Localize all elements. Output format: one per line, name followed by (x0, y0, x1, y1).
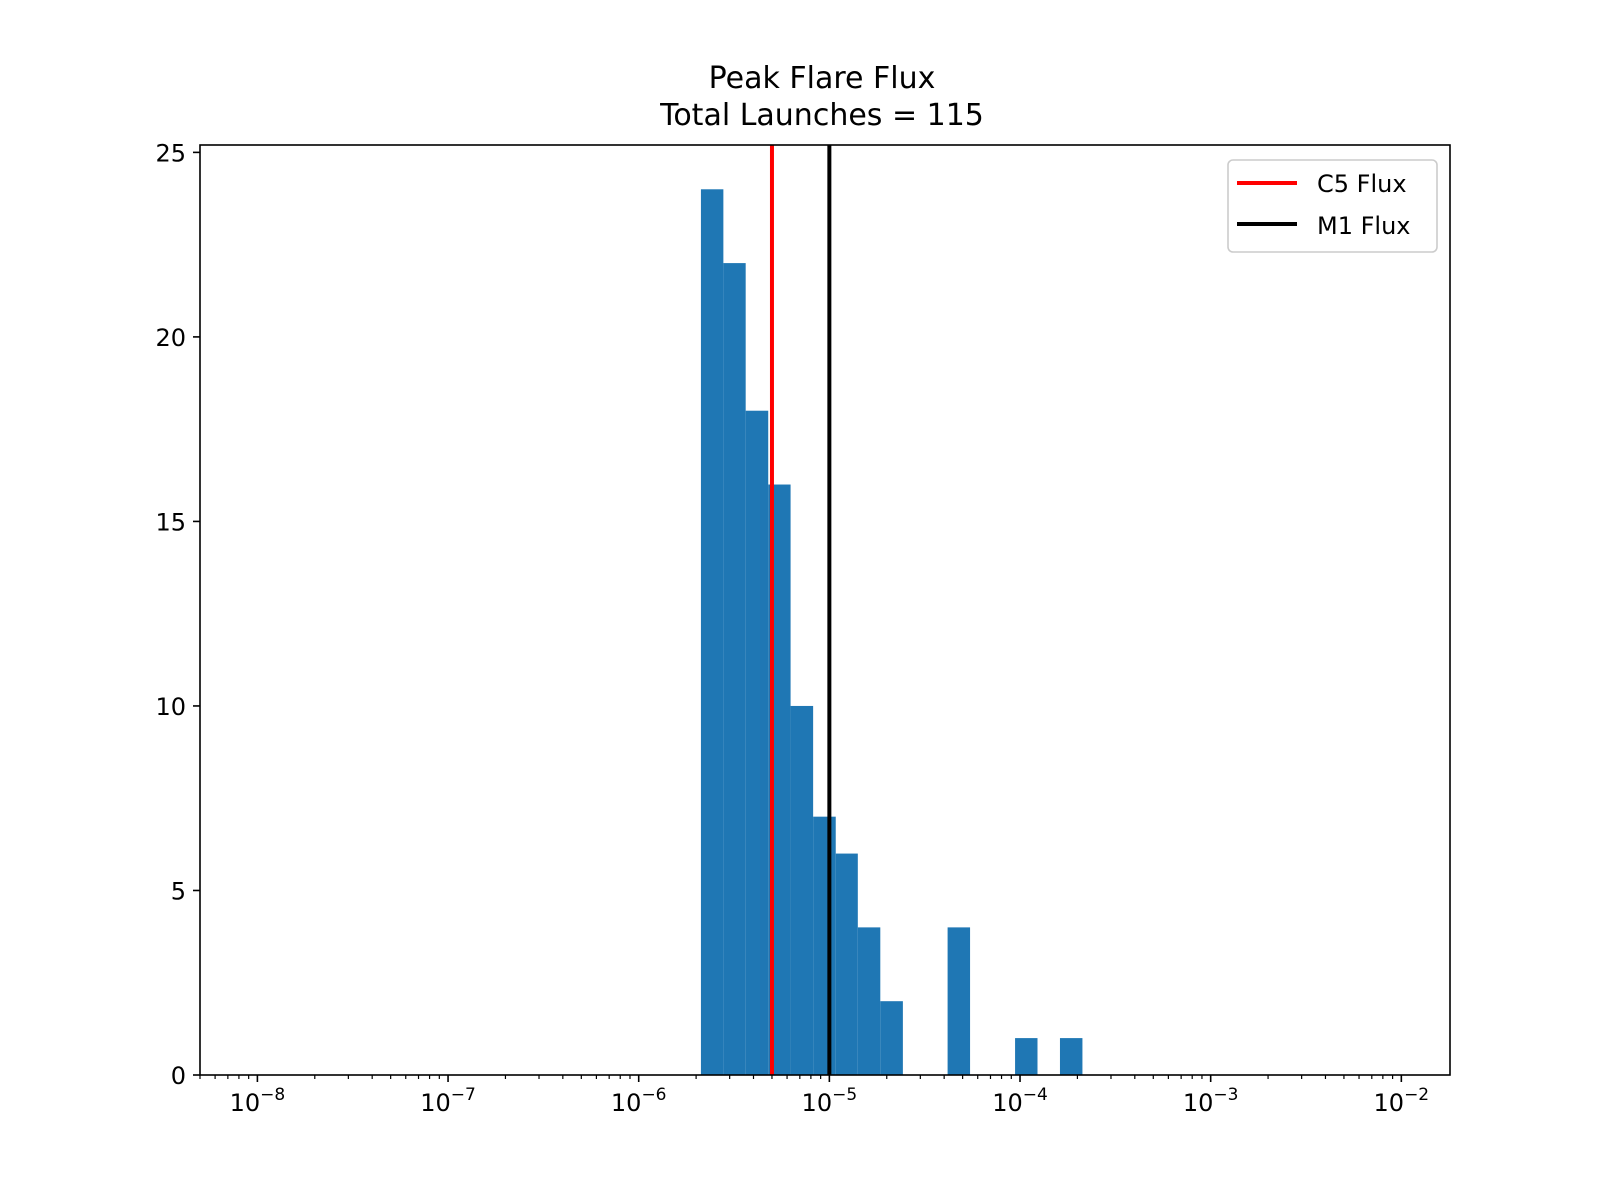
histogram-bar-14 (1015, 1038, 1038, 1075)
histogram-bar-7 (857, 927, 881, 1075)
x-tick-label: 10−3 (1183, 1085, 1239, 1117)
histogram-bar-4 (790, 705, 814, 1075)
x-tick-label: 10−7 (420, 1085, 476, 1117)
x-tick-label: 10−8 (230, 1085, 286, 1117)
y-tick-label: 10 (155, 693, 186, 721)
y-tick-label: 25 (155, 139, 186, 167)
x-tick-label: 10−4 (992, 1085, 1048, 1117)
histogram-bar-0 (700, 189, 724, 1076)
chart-subtitle: Total Launches = 115 (659, 98, 984, 133)
histogram-bar-6 (835, 853, 858, 1075)
x-axis: 10−8 10−7 10−6 10−5 10−4 10−3 10−2 (199, 1075, 1430, 1117)
legend-c5-label: C5 Flux (1317, 170, 1407, 198)
legend: C5 Flux M1 Flux (1227, 159, 1438, 253)
legend-m1-label: M1 Flux (1317, 212, 1411, 240)
y-tick-label: 20 (155, 324, 186, 352)
x-tick-label: 10−6 (611, 1085, 667, 1117)
histogram-bars (700, 189, 1083, 1076)
y-tick-label: 5 (171, 877, 186, 905)
histogram-bar-8 (880, 1001, 903, 1075)
y-tick-label: 15 (155, 508, 186, 536)
histogram-bar-11 (947, 927, 971, 1075)
x-tick-label: 10−2 (1374, 1085, 1430, 1117)
y-axis: 0 5 10 15 20 25 (155, 139, 200, 1090)
histogram-bar-16 (1059, 1038, 1083, 1075)
x-tick-label: 10−5 (802, 1085, 858, 1117)
histogram-bar-2 (745, 410, 769, 1075)
histogram-bar-1 (723, 263, 746, 1076)
y-tick-label: 0 (171, 1062, 186, 1090)
chart-title: Peak Flare Flux (709, 61, 936, 96)
reference-lines (769, 145, 832, 1075)
histogram-bar-5 (813, 816, 836, 1075)
plot-frame (199, 144, 1451, 1076)
